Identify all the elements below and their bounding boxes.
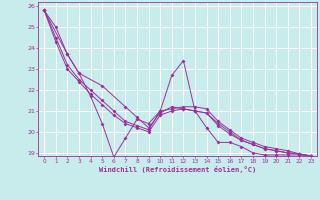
X-axis label: Windchill (Refroidissement éolien,°C): Windchill (Refroidissement éolien,°C) bbox=[99, 166, 256, 173]
